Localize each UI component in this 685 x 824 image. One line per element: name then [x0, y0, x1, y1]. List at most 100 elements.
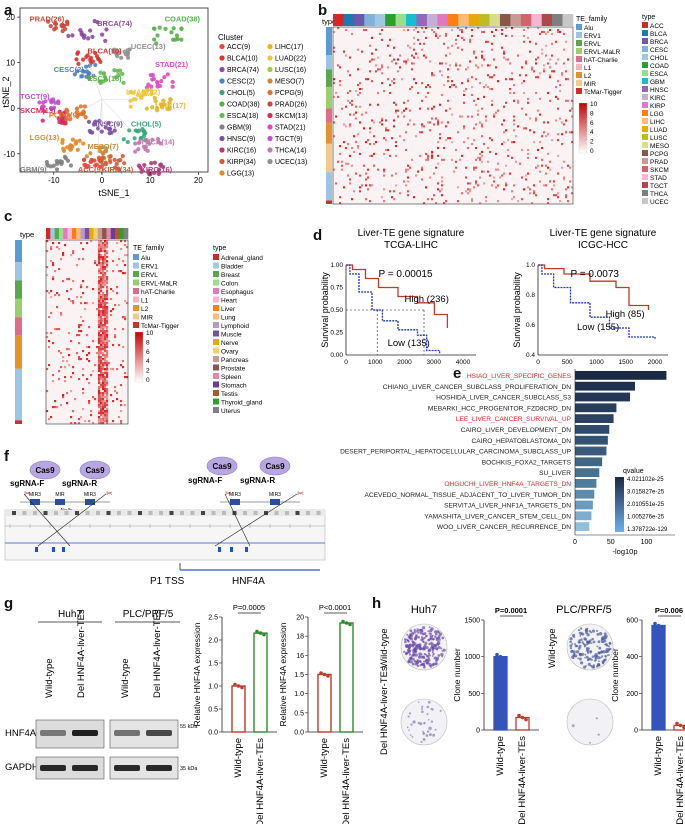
heatmap-cell — [102, 408, 105, 411]
heatmap-cell — [547, 62, 550, 65]
heatmap-cell — [104, 400, 107, 403]
tsne-ylabel: tSNE_2 — [1, 76, 11, 107]
color-scale-label: 10 — [146, 330, 154, 337]
type-legend-label: LUAD — [650, 127, 668, 134]
heatmap-cell — [475, 166, 478, 169]
colony — [423, 657, 426, 660]
heatmap-cell — [100, 286, 103, 289]
tsne-cluster-annotation: PCPG(9) — [49, 110, 80, 119]
tsne-point — [64, 107, 69, 112]
heatmap-cell — [437, 154, 440, 157]
colony — [413, 648, 417, 652]
tsne-point — [131, 90, 136, 95]
heatmap-cell — [431, 152, 434, 155]
heatmap-cell — [104, 252, 107, 255]
heatmap-cell — [102, 420, 105, 423]
lane-label: Wild-type — [120, 658, 131, 698]
heatmap-cell — [56, 292, 59, 295]
tsne-point — [81, 141, 86, 146]
heatmap-cell — [70, 416, 73, 419]
heatmap-cell — [122, 316, 125, 319]
type-legend-swatch — [642, 70, 648, 76]
heatmap-cell — [120, 422, 123, 425]
heatmap-cell — [102, 278, 105, 281]
type-bar-segment — [510, 14, 522, 26]
heatmap-cell — [58, 268, 61, 271]
term-label: HSIAO_LIVER_SPECIFIC_GENES — [467, 373, 572, 380]
ideogram-band — [306, 511, 310, 515]
heatmap-cell — [359, 174, 362, 177]
heatmap-cell — [497, 168, 500, 171]
heatmap-cell — [421, 168, 424, 171]
heatmap-cell — [104, 370, 107, 373]
heatmap-cell — [104, 250, 107, 253]
heatmap-cell — [463, 38, 466, 41]
heatmap-cell — [106, 290, 109, 293]
colony — [434, 662, 438, 666]
heatmap-cell — [437, 36, 440, 39]
type-bar-segment — [353, 14, 365, 26]
heatmap-cell — [567, 200, 570, 203]
heatmap-cell — [100, 376, 103, 379]
heatmap-cell — [447, 76, 450, 79]
row-bar-segment — [326, 122, 332, 144]
legend-label: MESO(7) — [275, 79, 304, 86]
heatmap-cell — [425, 27, 428, 30]
tsne-point — [155, 84, 160, 89]
heatmap-cell — [555, 86, 558, 89]
heatmap-cell — [98, 348, 101, 351]
type-bar-segment — [447, 14, 459, 26]
heatmap-cell — [100, 382, 103, 385]
heatmap-cell — [104, 302, 107, 305]
te-family-legend: AluERV1ERVLERVL-MaLRhAT-CharlieL1L2MIRTc… — [133, 254, 180, 330]
colony — [423, 632, 427, 636]
colony — [406, 639, 410, 642]
heatmap-cell — [104, 266, 107, 269]
heatmap-cell — [100, 246, 103, 249]
heatmap-cell — [100, 328, 103, 331]
heatmap-cell — [106, 416, 109, 419]
colony — [599, 656, 602, 659]
tsne-point — [103, 162, 109, 167]
type-legend-label: THCA — [650, 191, 668, 198]
heatmap-cell — [116, 398, 119, 401]
heatmap-cell — [471, 86, 474, 89]
heatmap-cell — [477, 113, 480, 116]
heatmap-cell — [359, 121, 362, 124]
heatmap-cell — [102, 392, 105, 395]
heatmap-cell — [349, 123, 352, 126]
colony — [427, 652, 431, 655]
type-legend-label: Liver — [221, 306, 236, 313]
x-tick-label: 1000 — [589, 359, 604, 366]
colony — [426, 713, 429, 716]
colony — [573, 652, 576, 655]
type-label: type — [322, 17, 336, 26]
heatmap-cell — [427, 91, 430, 95]
heatmap-cell — [102, 328, 105, 331]
heatmap-cell — [381, 64, 384, 67]
heatmap-cell — [62, 252, 65, 255]
type-legend-label: LUSC — [650, 135, 668, 142]
heatmap-cell — [459, 28, 462, 32]
ideogram-band — [127, 511, 132, 515]
y-tick-label: 1.00 — [330, 262, 343, 269]
replicate-dot — [236, 684, 241, 688]
heatmap-cell — [369, 103, 372, 106]
heatmap-cell — [82, 258, 85, 261]
panel-label-e: e — [453, 365, 462, 382]
heatmap-cell — [427, 158, 430, 161]
heatmap-cell — [112, 260, 115, 263]
enrichment-bar — [575, 511, 592, 521]
tsne-point — [60, 137, 65, 143]
heatmap-cell — [98, 332, 101, 335]
te-element-label: MIR3 — [229, 492, 241, 498]
tsne-point — [65, 19, 70, 24]
type-bar-segment — [468, 14, 480, 26]
heatmap-cell — [102, 366, 105, 369]
tsne-point — [88, 159, 93, 164]
hnf4a-band — [146, 730, 172, 736]
replicate-dot — [498, 654, 503, 659]
heatmap-cell — [104, 248, 107, 251]
tsne-point — [152, 160, 157, 165]
heatmap-cell — [455, 64, 458, 67]
